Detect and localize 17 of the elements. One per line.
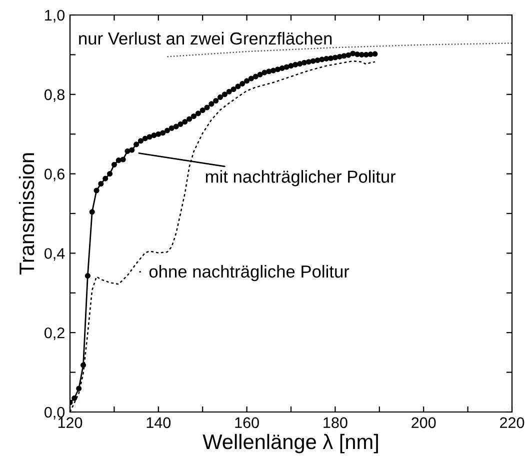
x-tick-label: 120 (58, 417, 82, 428)
y-tick-label: 0,0 (44, 406, 65, 420)
x-axis-title: Wellenlänge λ [nm] (202, 434, 378, 454)
y-tick-label: 0,2 (44, 327, 64, 340)
x-tick-label: 140 (146, 417, 171, 428)
y-tick-label: 0,4 (44, 248, 65, 261)
annotation: ohne nachträgliche Politur (149, 264, 350, 282)
x-tick-label: 160 (235, 417, 259, 428)
y-tick-label: 1,0 (45, 10, 65, 22)
y-tick-label: 0,6 (44, 168, 64, 182)
x-tick-label: 180 (324, 417, 348, 428)
x-tick-label: 200 (412, 417, 436, 428)
annotation: nur Verlust an zwei Grenzflächen (79, 32, 332, 45)
y-tick-label: 0,8 (44, 89, 64, 102)
y-axis-title: Transmission (18, 153, 34, 275)
annotation: mit nachträglicher Politur (206, 170, 396, 186)
x-tick-label: 220 (500, 417, 524, 428)
